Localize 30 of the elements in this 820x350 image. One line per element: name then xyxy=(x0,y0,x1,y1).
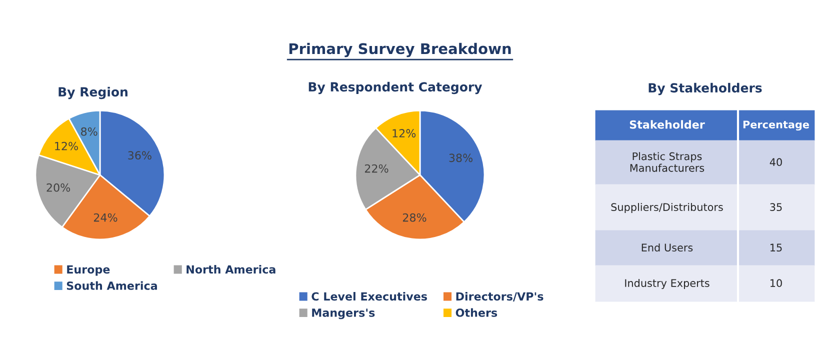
data-label: 12% xyxy=(392,129,416,138)
category-label: End Users xyxy=(642,243,693,252)
legend-label: C Level Executives xyxy=(312,292,427,301)
data-label: 20% xyxy=(46,183,70,192)
data-label: 38% xyxy=(449,154,472,162)
data-label: 40 xyxy=(770,158,782,166)
data-label: 36% xyxy=(128,151,152,160)
legend-label: Others xyxy=(456,308,498,317)
data-label: 28% xyxy=(402,213,426,222)
category-label: Suppliers/Distributors xyxy=(611,202,723,214)
data-label: 35 xyxy=(770,203,782,212)
chart-title: Primary Survey Breakdown xyxy=(289,42,511,58)
legend-label: North America xyxy=(186,265,276,274)
category-label: Plastic Straps Manufacturers xyxy=(630,152,704,172)
text: Stakeholder xyxy=(630,120,705,129)
text: Percentage xyxy=(743,120,810,131)
chart-subtitle: By Respondent Category xyxy=(308,82,482,94)
text: By Stakeholders xyxy=(648,82,762,96)
legend-label: Mangers's xyxy=(312,308,375,320)
data-label: 10 xyxy=(770,279,782,288)
data-label: 12% xyxy=(55,142,78,150)
legend-label: Directors/VP's xyxy=(456,292,544,302)
data-label: 22% xyxy=(364,164,388,173)
chart-title: By Region xyxy=(58,86,128,100)
data-label: 15 xyxy=(770,244,782,252)
category-label: Industry Experts xyxy=(625,278,710,290)
data-label: 8% xyxy=(81,127,98,136)
legend-label: South America xyxy=(66,281,157,290)
legend-label: Europe xyxy=(67,265,110,276)
data-label: 24% xyxy=(94,213,118,222)
